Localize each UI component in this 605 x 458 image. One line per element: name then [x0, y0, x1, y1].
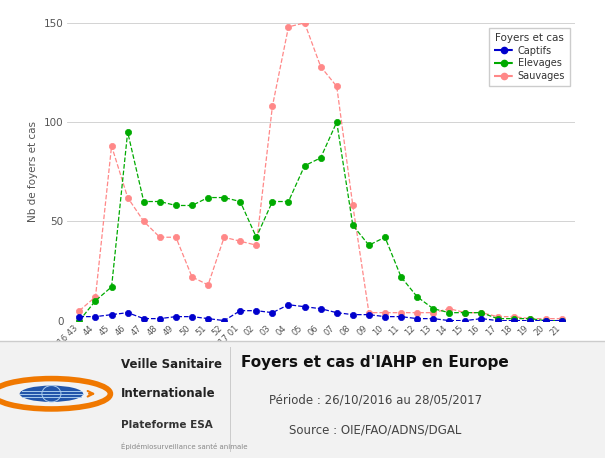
Y-axis label: Nb de foyers et cas: Nb de foyers et cas: [28, 121, 39, 222]
Text: Internationale: Internationale: [121, 387, 215, 400]
FancyBboxPatch shape: [0, 341, 605, 458]
Text: Source : OIE/FAO/ADNS/DGAL: Source : OIE/FAO/ADNS/DGAL: [289, 424, 461, 436]
Text: Plateforme ESA: Plateforme ESA: [121, 420, 213, 431]
Text: Épidémiosurveillance santé animale: Épidémiosurveillance santé animale: [121, 442, 247, 450]
Text: Foyers et cas d'IAHP en Europe: Foyers et cas d'IAHP en Europe: [241, 355, 509, 370]
Text: Veille Sanitaire: Veille Sanitaire: [121, 358, 222, 371]
Legend: Captifs, Elevages, Sauvages: Captifs, Elevages, Sauvages: [489, 28, 570, 86]
Text: Période : 26/10/2016 au 28/05/2017: Période : 26/10/2016 au 28/05/2017: [269, 393, 482, 406]
X-axis label: Semaine: Semaine: [296, 360, 345, 370]
Ellipse shape: [19, 386, 83, 402]
FancyBboxPatch shape: [230, 347, 231, 452]
